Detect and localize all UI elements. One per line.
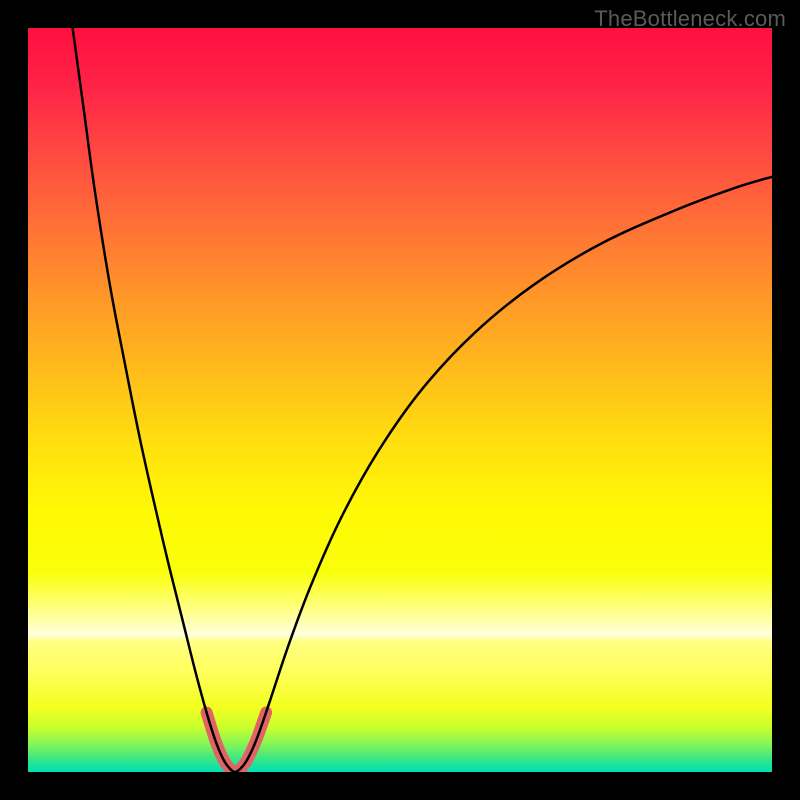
- chart-svg: [28, 28, 772, 772]
- chart-background: [28, 28, 772, 772]
- watermark-text: TheBottleneck.com: [594, 6, 786, 32]
- chart-plot-area: [28, 28, 772, 772]
